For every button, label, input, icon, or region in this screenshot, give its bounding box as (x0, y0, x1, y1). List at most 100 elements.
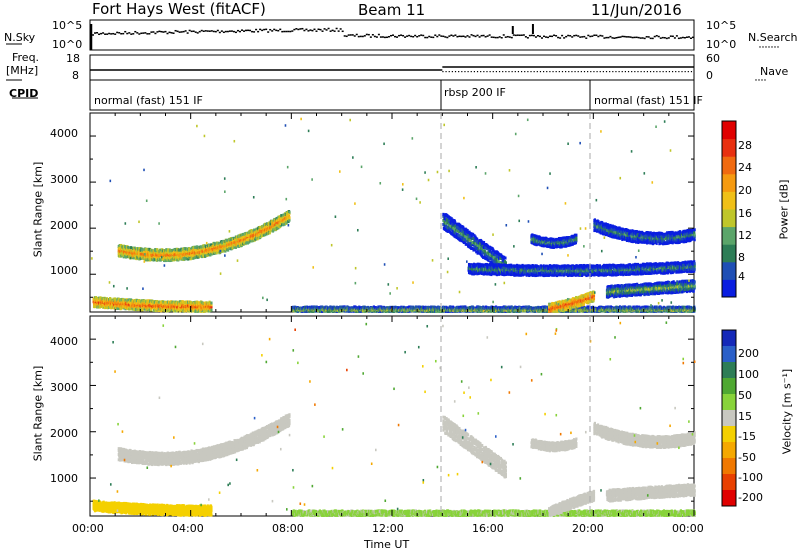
nsky-point (369, 36, 372, 38)
nsky-point (494, 36, 497, 39)
freq-unit-label: [MHz] (6, 64, 39, 77)
power-colorbar-tick: 20 (738, 184, 752, 197)
nsky-point (657, 35, 660, 38)
nave-point (568, 71, 570, 73)
nsky-point (569, 35, 572, 37)
nave-point (580, 71, 582, 73)
nsky-point (271, 30, 274, 32)
velocity-colorbar-tick: 100 (738, 368, 759, 381)
power-cell (159, 258, 162, 262)
nsky-point (188, 29, 191, 32)
nsky-point (667, 37, 670, 39)
nsky-point (661, 36, 664, 39)
nave-point (524, 71, 526, 73)
nsky-point (398, 34, 401, 37)
nave-point (514, 71, 516, 73)
nsky-point (331, 29, 334, 32)
nsky-point (106, 33, 109, 35)
power-cell (253, 228, 256, 232)
nsky-point (567, 34, 570, 37)
nsky-point (607, 36, 610, 39)
power-cell (227, 248, 230, 252)
nsky-point (450, 34, 453, 36)
power-cell (187, 255, 190, 259)
nsky-point (480, 34, 483, 37)
nsky-point (200, 29, 203, 32)
power-cell (270, 227, 274, 231)
nsky-point (178, 31, 181, 33)
nsky-point (430, 36, 433, 38)
nave-point (612, 71, 614, 73)
nsky-point (102, 32, 105, 34)
nsky-point (212, 30, 215, 33)
nsky-point (283, 30, 286, 33)
nsky-point (571, 36, 574, 38)
nsky-point (267, 31, 270, 33)
nsky-point (496, 36, 499, 39)
nsky-point (190, 30, 193, 33)
nsky-point (140, 32, 143, 35)
nsky-point (182, 30, 185, 33)
nsky-point (538, 35, 541, 38)
nave-point (662, 71, 664, 73)
power-cell (194, 256, 197, 260)
x-tick: 00:00 (672, 522, 704, 535)
x-tick: 00:00 (72, 522, 104, 535)
power-cell (224, 249, 227, 253)
sky-panel-frame (89, 19, 695, 51)
nsky-point (510, 36, 513, 39)
nave-point (454, 71, 457, 73)
nsky-point (353, 35, 356, 37)
nsky-point (547, 36, 550, 39)
nsky-point (651, 37, 654, 40)
velocity-colorbar-tick: -200 (738, 491, 763, 504)
power-cell (146, 247, 149, 251)
nave-point (621, 71, 623, 73)
nave-point (476, 71, 479, 73)
x-tick: 20:00 (572, 522, 604, 535)
nsky-point (122, 32, 125, 35)
nave-point (502, 71, 504, 73)
x-tick: 12:00 (372, 522, 404, 535)
nsky-point (492, 36, 495, 39)
nave-point (615, 71, 617, 73)
power-scatter (91, 117, 696, 313)
power-cell (128, 246, 131, 250)
nsky-point (124, 30, 127, 33)
nsky-point (454, 34, 457, 36)
nsky-point (528, 34, 531, 37)
nsky-point (563, 37, 566, 39)
velocity-colorbar-tick: -50 (738, 451, 756, 464)
power-cell (215, 251, 218, 255)
power-panel-frame (89, 112, 695, 313)
nsky-point (502, 34, 505, 36)
nsky-point (365, 33, 368, 36)
power-cell (212, 241, 216, 245)
nsky-point (92, 34, 95, 36)
nsky-point (269, 28, 272, 31)
nsky-point (611, 37, 614, 39)
nsky-point (313, 28, 316, 31)
nsky-point (287, 30, 290, 33)
nsky-point (335, 27, 338, 30)
nsky-point (593, 34, 596, 37)
nave-point (458, 71, 460, 73)
nave-point (520, 71, 523, 73)
nave-point (489, 71, 491, 73)
power-cell (261, 227, 265, 231)
nsky-point (279, 28, 282, 31)
nave-point (495, 71, 498, 73)
nsky-point (442, 35, 445, 38)
nsky-point (669, 35, 672, 37)
nave-point (549, 71, 551, 73)
nsky-point (202, 30, 205, 33)
nave-point (583, 71, 586, 73)
nsky-point (561, 34, 564, 37)
nsky-point (94, 32, 97, 34)
nsky-point (508, 36, 511, 38)
nsky-point (488, 34, 491, 36)
nsky-point (468, 36, 471, 38)
nave-point (473, 71, 475, 73)
nsky-point (416, 35, 419, 38)
